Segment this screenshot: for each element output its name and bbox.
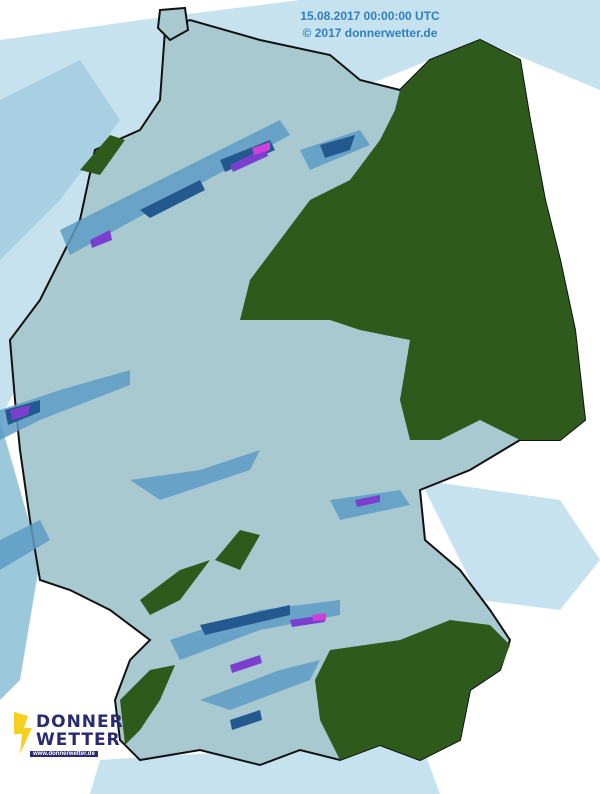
island-helgoland [156, 6, 190, 42]
copyright: © 2017 donnerwetter.de [302, 26, 438, 40]
donnerwetter-logo: DONNER WETTER www.donnerwetter.de [10, 710, 123, 760]
rain-very-heavy [10, 148, 380, 673]
timestamp-overlay: 15.08.2017 00:00:00 UTC © 2017 donnerwet… [290, 8, 450, 42]
no-data-areas [80, 40, 585, 760]
timestamp: 15.08.2017 00:00:00 UTC [300, 9, 440, 23]
logo-line2: WETTER [36, 730, 121, 750]
rain-heavy [5, 135, 355, 730]
logo-line1: DONNER [36, 712, 124, 732]
logo-url: www.donnerwetter.de [30, 751, 98, 757]
lightning-bolt-icon [14, 712, 32, 754]
